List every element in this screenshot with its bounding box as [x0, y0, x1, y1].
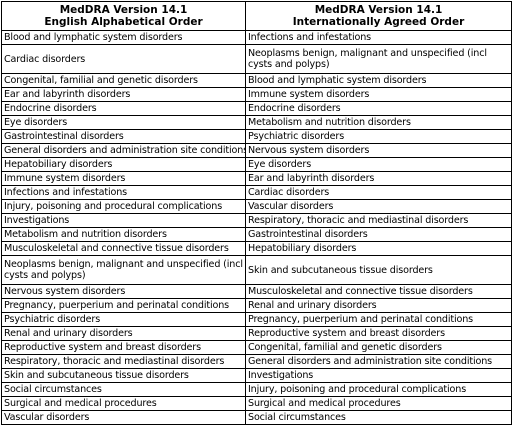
header-col1-line2: English Alphabetical Order	[44, 16, 203, 28]
header-col2-line2: Internationally Agreed Order	[292, 16, 465, 28]
cell-international: Neoplasms benign, malignant and unspecif…	[245, 44, 512, 74]
cell-alphabetical: Renal and urinary disorders	[1, 326, 246, 341]
cell-international: Hepatobiliary disorders	[245, 241, 512, 256]
cell-alphabetical: Investigations	[1, 213, 246, 228]
cell-international: Gastrointestinal disorders	[245, 227, 512, 242]
table-row: Gastrointestinal disorders Psychiatric d…	[1, 129, 512, 144]
table-row: Cardiac disorders Neoplasms benign, mali…	[1, 44, 512, 74]
cell-international: Vascular disorders	[245, 199, 512, 214]
table-row: Ear and labyrinth disorders Immune syste…	[1, 87, 512, 102]
cell-alphabetical: Eye disorders	[1, 115, 246, 130]
cell-alphabetical: Hepatobiliary disorders	[1, 157, 246, 172]
cell-international: General disorders and administration sit…	[245, 354, 512, 369]
cell-international: Cardiac disorders	[245, 185, 512, 200]
table-row: Reproductive system and breast disorders…	[1, 340, 512, 355]
cell-international: Psychiatric disorders	[245, 129, 512, 144]
cell-international: Ear and labyrinth disorders	[245, 171, 512, 186]
table-row: Social circumstances Injury, poisoning a…	[1, 382, 512, 397]
cell-alphabetical: Social circumstances	[1, 382, 246, 397]
table-row: Endocrine disorders Endocrine disorders	[1, 101, 512, 116]
table-row: Eye disorders Metabolism and nutrition d…	[1, 115, 512, 130]
table-row: Musculoskeletal and connective tissue di…	[1, 241, 512, 256]
table-row: Congenital, familial and genetic disorde…	[1, 73, 512, 88]
cell-international: Nervous system disorders	[245, 143, 512, 158]
cell-alphabetical: Gastrointestinal disorders	[1, 129, 246, 144]
cell-alphabetical: Neoplasms benign, malignant and unspecif…	[1, 255, 246, 285]
cell-alphabetical: Pregnancy, puerperium and perinatal cond…	[1, 298, 246, 313]
table-row: Pregnancy, puerperium and perinatal cond…	[1, 298, 512, 313]
cell-international: Surgical and medical procedures	[245, 396, 512, 411]
table-row: Immune system disorders Ear and labyrint…	[1, 171, 512, 186]
cell-international: Infections and infestations	[245, 30, 512, 45]
table-row: Infections and infestations Cardiac diso…	[1, 185, 512, 200]
cell-international: Investigations	[245, 368, 512, 383]
cell-international: Metabolism and nutrition disorders	[245, 115, 512, 130]
cell-alphabetical: Blood and lymphatic system disorders	[1, 30, 246, 45]
table-header-row: MedDRA Version 14.1 English Alphabetical…	[1, 1, 512, 31]
table-row: Hepatobiliary disorders Eye disorders	[1, 157, 512, 172]
cell-alphabetical: Skin and subcutaneous tissue disorders	[1, 368, 246, 383]
header-col1-line1: MedDRA Version 14.1	[59, 3, 188, 16]
cell-international: Skin and subcutaneous tissue disorders	[245, 255, 512, 285]
header-col2-line1: MedDRA Version 14.1	[314, 3, 443, 16]
cell-alphabetical: Metabolism and nutrition disorders	[1, 227, 246, 242]
cell-alphabetical: Respiratory, thoracic and mediastinal di…	[1, 354, 246, 369]
table-row: Vascular disorders Social circumstances	[1, 410, 512, 425]
cell-alphabetical: Immune system disorders	[1, 171, 246, 186]
cell-international: Injury, poisoning and procedural complic…	[245, 382, 512, 397]
table-row: Neoplasms benign, malignant and unspecif…	[1, 255, 512, 285]
table-row: Blood and lymphatic system disorders Inf…	[1, 30, 512, 45]
cell-alphabetical: Endocrine disorders	[1, 101, 246, 116]
cell-international: Congenital, familial and genetic disorde…	[245, 340, 512, 355]
cell-alphabetical: Surgical and medical procedures	[1, 396, 246, 411]
cell-international: Blood and lymphatic system disorders	[245, 73, 512, 88]
table-row: Injury, poisoning and procedural complic…	[1, 199, 512, 214]
table-row: Investigations Respiratory, thoracic and…	[1, 213, 512, 228]
cell-international: Renal and urinary disorders	[245, 298, 512, 313]
cell-international: Social circumstances	[245, 410, 512, 425]
table-row: Nervous system disorders Musculoskeletal…	[1, 284, 512, 299]
table-row: Metabolism and nutrition disorders Gastr…	[1, 227, 512, 242]
cell-international: Immune system disorders	[245, 87, 512, 102]
table-row: Surgical and medical procedures Surgical…	[1, 396, 512, 411]
cell-alphabetical: Psychiatric disorders	[1, 312, 246, 327]
cell-alphabetical: Infections and infestations	[1, 185, 246, 200]
cell-alphabetical: Musculoskeletal and connective tissue di…	[1, 241, 246, 256]
cell-alphabetical: General disorders and administration sit…	[1, 143, 246, 158]
meddra-soc-table: MedDRA Version 14.1 English Alphabetical…	[1, 1, 512, 425]
cell-alphabetical: Injury, poisoning and procedural complic…	[1, 199, 246, 214]
table-row: Psychiatric disorders Pregnancy, puerper…	[1, 312, 512, 327]
cell-international: Endocrine disorders	[245, 101, 512, 116]
cell-international: Pregnancy, puerperium and perinatal cond…	[245, 312, 512, 327]
cell-alphabetical: Vascular disorders	[1, 410, 246, 425]
cell-alphabetical: Congenital, familial and genetic disorde…	[1, 73, 246, 88]
cell-alphabetical: Nervous system disorders	[1, 284, 246, 299]
cell-international: Musculoskeletal and connective tissue di…	[245, 284, 512, 299]
header-english-alphabetical: MedDRA Version 14.1 English Alphabetical…	[1, 1, 246, 31]
cell-alphabetical: Cardiac disorders	[1, 44, 246, 74]
cell-international: Respiratory, thoracic and mediastinal di…	[245, 213, 512, 228]
cell-alphabetical: Ear and labyrinth disorders	[1, 87, 246, 102]
cell-international: Eye disorders	[245, 157, 512, 172]
header-internationally-agreed: MedDRA Version 14.1 Internationally Agre…	[245, 1, 512, 31]
table-row: Skin and subcutaneous tissue disorders I…	[1, 368, 512, 383]
cell-alphabetical: Reproductive system and breast disorders	[1, 340, 246, 355]
table-row: Respiratory, thoracic and mediastinal di…	[1, 354, 512, 369]
cell-international: Reproductive system and breast disorders	[245, 326, 512, 341]
table-row: Renal and urinary disorders Reproductive…	[1, 326, 512, 341]
table-row: General disorders and administration sit…	[1, 143, 512, 158]
